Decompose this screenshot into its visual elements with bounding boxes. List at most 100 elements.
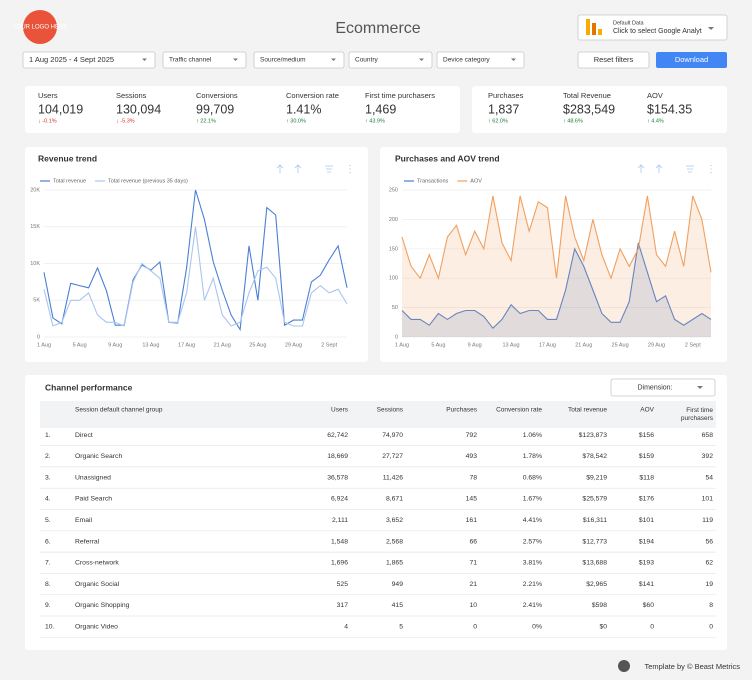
x-tick-label: 25 Aug bbox=[249, 342, 266, 348]
y-tick-label: 0 bbox=[395, 334, 398, 340]
table-cell: $101 bbox=[639, 517, 654, 524]
toolbar-icon bbox=[276, 164, 284, 173]
y-tick-label: 50 bbox=[392, 305, 398, 311]
table-cell: 56 bbox=[705, 538, 713, 545]
kpi-delta: ↑ 4.4% bbox=[647, 118, 664, 124]
table-cell: 71 bbox=[469, 560, 477, 567]
table-cell: 11,426 bbox=[383, 474, 404, 481]
table-cell: 3,652 bbox=[386, 517, 403, 524]
download-button[interactable] bbox=[656, 52, 727, 68]
x-tick-label: 21 Aug bbox=[575, 342, 592, 348]
kpi-card bbox=[472, 86, 727, 133]
legend-label: AOV bbox=[470, 178, 482, 184]
table-cell: 792 bbox=[466, 432, 478, 439]
x-tick-label: 17 Aug bbox=[539, 342, 556, 348]
table-cell: Organic Social bbox=[75, 581, 120, 588]
table-cell: 19 bbox=[705, 581, 713, 588]
kpi-label: Total Revenue bbox=[563, 91, 611, 100]
table-cell: 0 bbox=[650, 623, 654, 630]
kpi-value: 1,837 bbox=[488, 102, 519, 116]
filter-box[interactable] bbox=[348, 51, 433, 69]
table-cell: 2,111 bbox=[332, 517, 348, 524]
table-cell: $12,773 bbox=[582, 538, 607, 545]
table-cell: 36,578 bbox=[327, 474, 348, 481]
x-tick-label: 25 Aug bbox=[612, 342, 629, 348]
filter-label: Device category bbox=[443, 57, 490, 64]
filter-box[interactable] bbox=[22, 51, 156, 69]
table-cell: $16,311 bbox=[583, 517, 607, 524]
table-cell: Cross-network bbox=[75, 560, 119, 567]
table-cell: 21 bbox=[469, 581, 477, 588]
x-tick-label: 29 Aug bbox=[285, 342, 302, 348]
dimension-selector[interactable] bbox=[610, 378, 716, 397]
table-cell: 4. bbox=[45, 496, 51, 503]
table-cell: 9. bbox=[45, 602, 51, 609]
x-tick-label: 29 Aug bbox=[648, 342, 665, 348]
table-cell: 2. bbox=[45, 453, 51, 460]
y-tick-label: 0 bbox=[37, 334, 40, 340]
y-tick-label: 250 bbox=[389, 187, 398, 193]
table-cell: Email bbox=[75, 517, 92, 524]
table-cell: $78,542 bbox=[582, 453, 607, 460]
x-tick-label: 9 Aug bbox=[108, 342, 122, 348]
filter-label: Country bbox=[355, 57, 379, 64]
x-tick-label: 1 Aug bbox=[37, 342, 51, 348]
table-cell: 1,696 bbox=[331, 560, 348, 567]
toolbar-icon bbox=[637, 164, 645, 173]
table-cell: 8,671 bbox=[386, 496, 403, 503]
table-cell: $2,965 bbox=[586, 581, 607, 588]
reset-button[interactable] bbox=[577, 51, 650, 69]
table-cell: $598 bbox=[592, 602, 607, 609]
table-cell: $118 bbox=[639, 474, 654, 481]
kpi-value: 130,094 bbox=[116, 102, 161, 116]
column-header: Users bbox=[331, 407, 349, 414]
y-tick-label: 10K bbox=[30, 261, 40, 267]
filter-box[interactable] bbox=[436, 51, 525, 69]
filter-label: Traffic channel bbox=[169, 57, 212, 64]
table-cell: 1.06% bbox=[523, 432, 542, 439]
data-source-box[interactable] bbox=[577, 14, 728, 41]
table-title: Channel performance bbox=[45, 382, 133, 392]
column-header: Total revenue bbox=[568, 407, 607, 414]
table-cell: 18,669 bbox=[327, 453, 348, 460]
dropdown-arrow bbox=[419, 58, 424, 61]
chart-title: Revenue trend bbox=[38, 153, 97, 163]
table-cell: 0 bbox=[473, 623, 477, 630]
x-tick-label: 5 Aug bbox=[431, 342, 445, 348]
table-cell: 10. bbox=[45, 623, 55, 630]
table-cell: 392 bbox=[702, 453, 714, 460]
table-cell: 0 bbox=[709, 623, 713, 630]
table-cell: 5 bbox=[399, 623, 403, 630]
table-cell: $156 bbox=[639, 432, 654, 439]
logo-text: YOUR LOGO HERE bbox=[13, 25, 68, 31]
table-cell: 658 bbox=[702, 432, 714, 439]
table-cell: 101 bbox=[702, 496, 714, 503]
dropdown-arrow bbox=[697, 386, 703, 389]
reset-label: Reset filters bbox=[594, 55, 634, 64]
table-cell: Referral bbox=[75, 538, 100, 545]
kpi-value: 99,709 bbox=[196, 102, 234, 116]
column-header: Sessions bbox=[377, 407, 404, 414]
kpi-label: Purchases bbox=[488, 91, 524, 100]
footer-icon bbox=[618, 660, 630, 672]
table-cell: 3.81% bbox=[523, 560, 542, 567]
table-cell: $13,688 bbox=[582, 560, 607, 567]
area bbox=[402, 195, 711, 337]
x-tick-label: 1 Aug bbox=[395, 342, 409, 348]
kpi-value: 1.41% bbox=[286, 102, 321, 116]
table-cell: $0 bbox=[599, 623, 607, 630]
table-cell: 0% bbox=[532, 623, 542, 630]
table-cell: 74,970 bbox=[382, 432, 403, 439]
kpi-delta: ↓ -5.3% bbox=[116, 118, 135, 124]
kpi-value: $283,549 bbox=[563, 102, 615, 116]
column-header: First time purchasers bbox=[681, 407, 714, 422]
table-cell: 525 bbox=[337, 581, 349, 588]
table-cell: 10 bbox=[469, 602, 477, 609]
table-cell: Organic Search bbox=[75, 453, 122, 460]
legend-label: Total revenue (previous 35 days) bbox=[108, 178, 188, 184]
table-cell: $9,219 bbox=[586, 474, 607, 481]
filter-box[interactable] bbox=[253, 51, 345, 69]
filter-box[interactable] bbox=[162, 51, 247, 69]
kpi-delta: ↑ 30.0% bbox=[286, 118, 306, 124]
